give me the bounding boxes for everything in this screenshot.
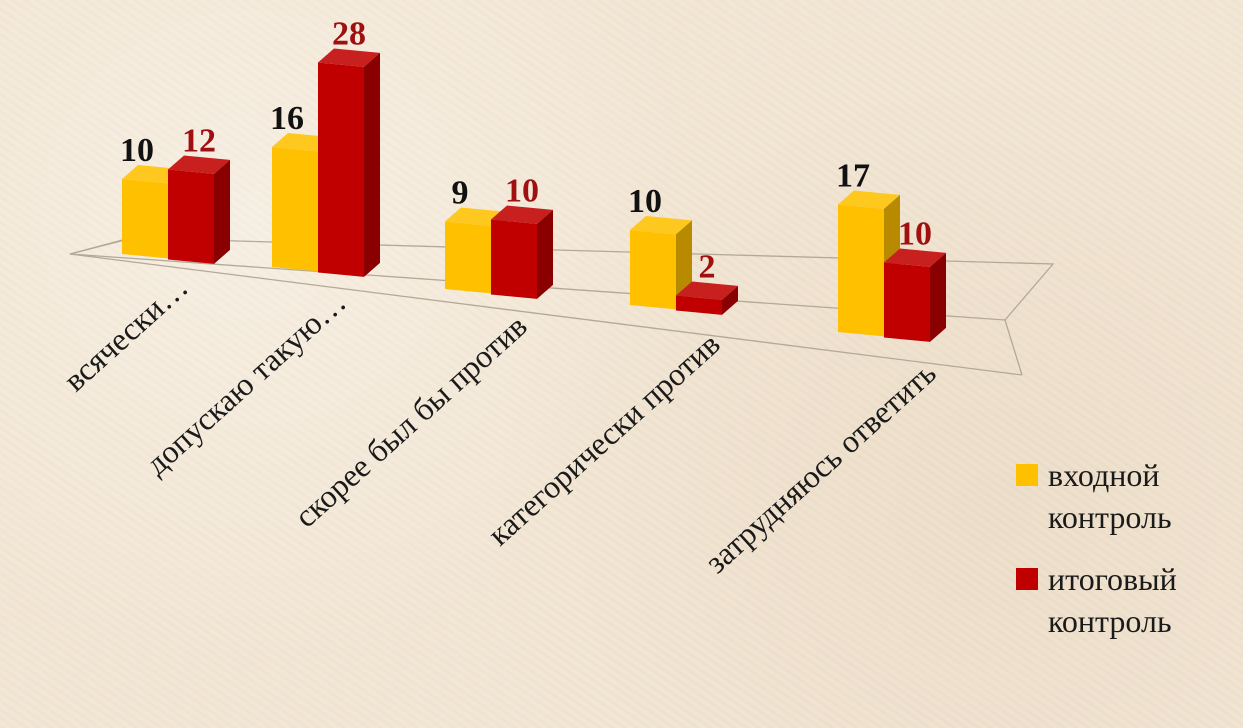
floor-front-edge [69,253,1023,376]
bar-side [537,209,553,299]
bar [318,48,380,277]
bar-front [318,62,364,277]
category-label: затрудняюсь ответить [698,354,943,580]
bar-front [272,147,318,272]
legend-item: входной контроль [1016,457,1172,535]
bar [168,155,230,264]
bar-value-label: 28 [332,16,366,53]
bar-value-label: 10 [898,216,932,253]
chart-bars [122,48,946,342]
legend-label: входной [1048,457,1160,493]
bar-value-label: 10 [628,183,662,220]
legend-label: контроль [1048,499,1172,535]
bar-value-label: 9 [452,175,469,212]
bar-front [630,230,676,310]
bar-top [838,190,900,209]
bar-top [884,248,946,267]
bar-front [445,221,491,294]
legend-item: итоговый контроль [1016,561,1177,639]
bar-value-label: 2 [699,249,716,286]
bar [676,281,738,315]
bar-front [122,179,168,259]
chart-value-labels: 10 12 16 28 9 10 10 2 17 10 [120,16,932,286]
bar-top [630,216,692,235]
bar-value-label: 17 [836,158,870,195]
bar-front [838,204,884,337]
bar-value-label: 12 [182,123,216,160]
bar-front [884,262,930,342]
bar [491,205,553,299]
legend-swatch [1016,464,1038,486]
category-label: скорее был бы против [287,307,533,534]
bar-value-label: 10 [120,132,154,169]
bar-top [168,155,230,174]
bar [884,248,946,342]
category-label: категорически против [480,325,726,552]
bar-side [364,52,380,277]
bar-value-label: 16 [270,100,304,137]
bar-top [491,205,553,224]
bar-side [214,159,230,264]
chart-legend: входной контроль итоговый контроль [1016,457,1177,639]
bar-top [676,281,738,300]
bar-front [676,295,722,315]
bar-side [722,285,738,315]
bar-side [930,252,946,342]
floor-edge-right [1004,319,1023,376]
chart-category-labels: всячески…допускаю такую…скорее был бы пр… [56,268,942,580]
bar-front [168,169,214,264]
bar-front [491,219,537,299]
bar-value-label: 10 [505,173,539,210]
legend-label: контроль [1048,603,1172,639]
category-label: всячески… [56,268,194,398]
bar-top [318,48,380,67]
legend-swatch [1016,568,1038,590]
legend-label: итоговый [1048,561,1177,597]
